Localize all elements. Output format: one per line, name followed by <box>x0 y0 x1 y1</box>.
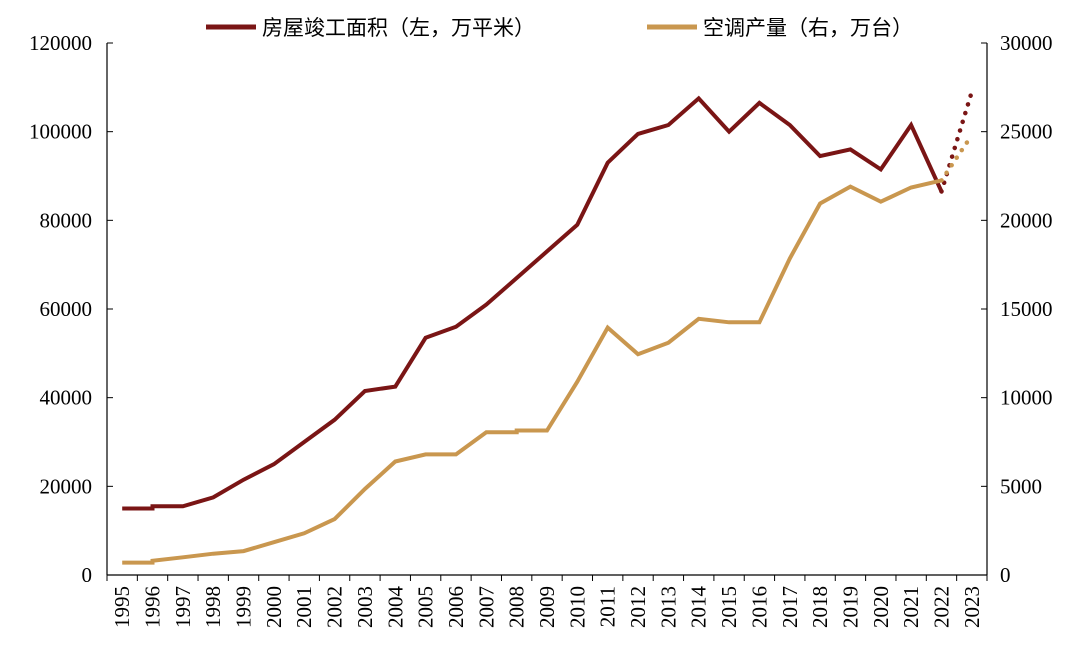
x-tick-label: 2009 <box>535 586 559 628</box>
x-tick-label: 2006 <box>444 586 468 628</box>
x-tick-label: 2023 <box>960 586 984 628</box>
x-tick-label: 1997 <box>171 586 195 628</box>
legend: 房屋竣工面积（左，万平米） 空调产量（右，万台） <box>206 16 913 40</box>
legend-label-1: 房屋竣工面积（左，万平米） <box>262 16 535 40</box>
x-tick-label: 2020 <box>869 586 893 628</box>
x-tick-label: 2018 <box>808 586 832 628</box>
right-y-tick-label: 30000 <box>1000 31 1053 55</box>
legend-label-2: 空调产量（右，万台） <box>703 16 913 40</box>
x-tick-label: 2010 <box>565 586 589 628</box>
series-line-2 <box>122 178 942 565</box>
x-tick-label: 2001 <box>292 586 316 628</box>
x-tick-label: 2011 <box>596 586 620 627</box>
x-tick-label: 2004 <box>383 586 407 629</box>
x-tick-label: 2016 <box>747 586 771 628</box>
left-y-tick-label: 120000 <box>29 31 92 55</box>
series-layer <box>122 89 975 565</box>
x-tick-label: 2014 <box>687 586 711 629</box>
left-y-tick-label: 20000 <box>40 474 93 498</box>
right-y-tick-label: 0 <box>1000 563 1011 587</box>
left-y-tick-label: 40000 <box>40 386 93 410</box>
right-y-tick-label: 15000 <box>1000 297 1053 321</box>
right-y-tick-label: 5000 <box>1000 474 1042 498</box>
left-y-tick-label: 0 <box>82 563 93 587</box>
x-tick-label: 2000 <box>262 586 286 628</box>
axes: 0 20000 40000 60000 80000 100000 120000 0 5000 10… <box>29 31 1053 628</box>
x-tick-label: 2015 <box>717 586 741 628</box>
x-tick-label: 2021 <box>899 586 923 628</box>
x-tick-label: 2007 <box>474 586 498 628</box>
left-y-tick-label: 60000 <box>40 297 93 321</box>
x-tick-label: 2012 <box>626 586 650 628</box>
x-tick-label: 2003 <box>353 586 377 628</box>
left-y-tick-label: 100000 <box>29 120 92 144</box>
x-tick-label: 2005 <box>414 586 438 628</box>
series-line-1 <box>122 95 944 511</box>
x-tick-label: 1998 <box>201 586 225 628</box>
series-projection-2 <box>939 132 975 183</box>
left-y-tick-label: 80000 <box>40 208 93 232</box>
x-tick-label: 2019 <box>838 586 862 628</box>
x-tick-label: 2008 <box>505 586 529 628</box>
x-tick-label: 1996 <box>141 586 165 628</box>
right-y-tick-label: 20000 <box>1000 208 1053 232</box>
x-tick-label: 2017 <box>778 586 802 628</box>
x-tick-label: 2022 <box>929 586 953 628</box>
x-tick-label: 1995 <box>110 586 134 628</box>
x-tick-label: 2013 <box>656 586 680 628</box>
right-y-tick-label: 25000 <box>1000 120 1053 144</box>
x-tick-label: 2002 <box>323 586 347 628</box>
x-tick-label: 1999 <box>232 586 256 628</box>
right-y-tick-label: 10000 <box>1000 386 1053 410</box>
